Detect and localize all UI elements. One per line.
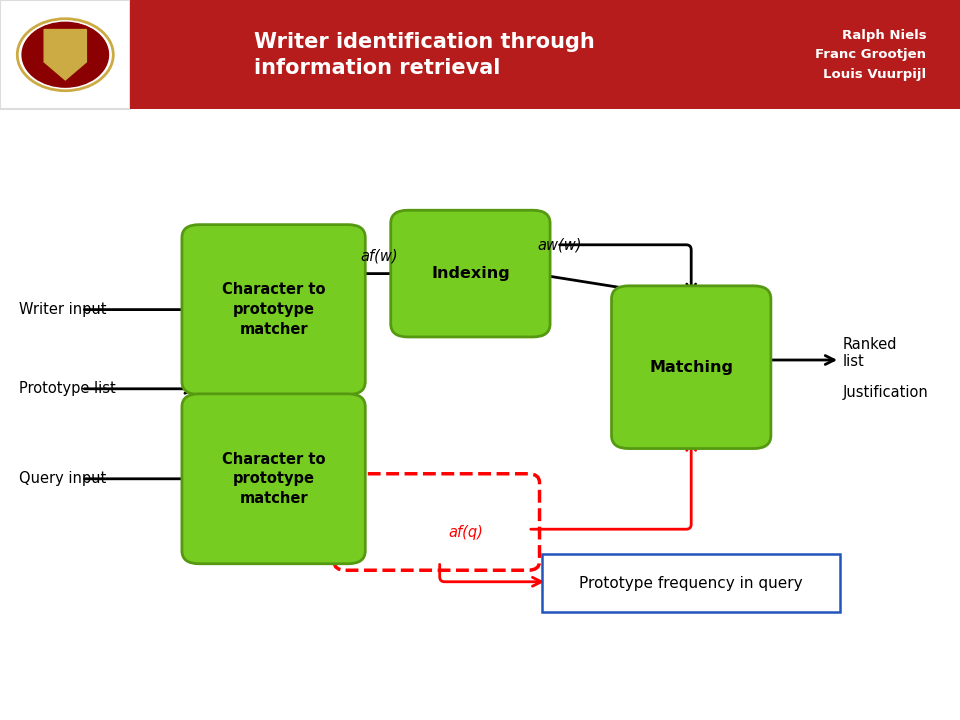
Circle shape bbox=[22, 22, 108, 87]
Text: Indexing: Indexing bbox=[431, 266, 510, 281]
Text: aw(w): aw(w) bbox=[538, 238, 582, 252]
Polygon shape bbox=[44, 30, 86, 80]
FancyBboxPatch shape bbox=[391, 210, 550, 337]
FancyBboxPatch shape bbox=[612, 286, 771, 449]
Text: The IR model for writer identification: The IR model for writer identification bbox=[204, 89, 756, 115]
FancyBboxPatch shape bbox=[0, 0, 130, 109]
Text: Character to
prototype
matcher: Character to prototype matcher bbox=[222, 451, 325, 506]
FancyBboxPatch shape bbox=[181, 225, 365, 395]
Text: af(w): af(w) bbox=[360, 248, 397, 263]
Text: Prototype list: Prototype list bbox=[19, 382, 116, 396]
Text: Writer input: Writer input bbox=[19, 302, 107, 317]
FancyBboxPatch shape bbox=[542, 554, 840, 612]
Text: Prototype frequency in query: Prototype frequency in query bbox=[580, 576, 803, 590]
Text: Writer identification through
information retrieval: Writer identification through informatio… bbox=[254, 32, 595, 78]
FancyBboxPatch shape bbox=[130, 0, 960, 109]
Text: Ranked
list: Ranked list bbox=[843, 337, 898, 369]
Text: Matching: Matching bbox=[649, 360, 733, 374]
Text: Query input: Query input bbox=[19, 472, 107, 486]
Text: Justification: Justification bbox=[843, 385, 928, 400]
Text: Character to
prototype
matcher: Character to prototype matcher bbox=[222, 282, 325, 337]
Text: Ralph Niels
Franc Grootjen
Louis Vuurpijl: Ralph Niels Franc Grootjen Louis Vuurpij… bbox=[815, 29, 926, 81]
FancyBboxPatch shape bbox=[181, 394, 365, 564]
Text: af(q): af(q) bbox=[448, 526, 483, 540]
